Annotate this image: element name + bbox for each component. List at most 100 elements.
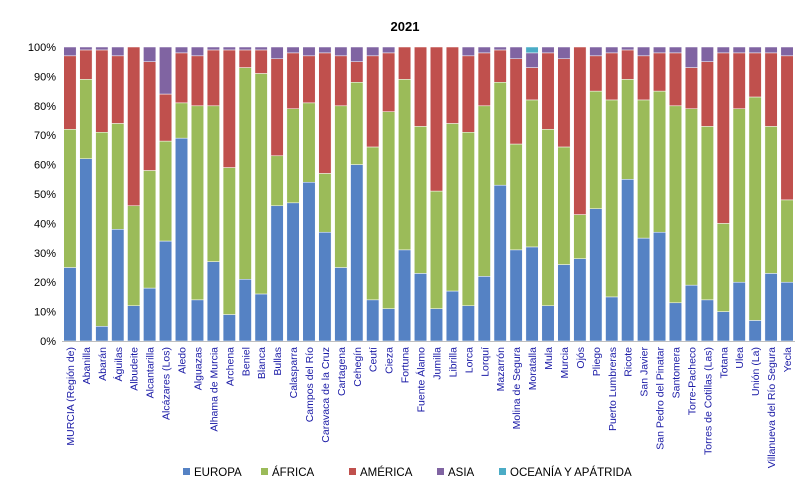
bar-segment — [143, 287, 157, 342]
bar-segment — [175, 102, 188, 139]
bar-segment — [589, 90, 603, 209]
x-tick-label: Aledo — [177, 347, 189, 374]
bar-segment — [477, 105, 491, 277]
bar-segment — [63, 46, 77, 57]
bar-segment — [669, 302, 682, 342]
bar-segment — [764, 52, 778, 127]
bar-segment — [493, 46, 507, 51]
bar-segment — [764, 126, 778, 274]
bar-segment — [748, 46, 762, 54]
bar-segment — [621, 49, 635, 80]
bar-segment — [716, 52, 730, 224]
bar-segment — [700, 61, 714, 127]
bar-segment — [621, 46, 635, 51]
y-tick-label: 40% — [34, 218, 56, 230]
bar-segment — [589, 208, 603, 342]
bar-segment — [318, 46, 332, 54]
x-tick-label: Cehegín — [352, 347, 364, 387]
bar-segment — [541, 52, 555, 130]
bar-segment — [175, 46, 188, 54]
bar-segment — [190, 46, 204, 57]
x-tick-label: Librilla — [447, 347, 459, 378]
bar-segment — [318, 52, 332, 174]
bar-segment — [525, 246, 539, 342]
bar-segment — [206, 105, 220, 262]
y-tick-label: 90% — [34, 71, 56, 83]
bar-segment — [653, 231, 667, 342]
y-tick-label: 30% — [34, 248, 56, 260]
x-tick-label: Archena — [224, 347, 236, 386]
bar-segment — [477, 276, 491, 342]
bar-segment — [732, 46, 746, 54]
legend-swatch — [437, 468, 444, 475]
bar-segment — [700, 299, 714, 342]
bar-segment — [477, 46, 491, 54]
bar-segment — [525, 67, 539, 101]
bar-segment — [238, 46, 252, 51]
bar-segment — [302, 102, 316, 183]
legend-swatch — [261, 468, 268, 475]
bar-segment — [621, 179, 635, 342]
bar-segment — [461, 46, 475, 57]
bar-segment — [238, 279, 252, 342]
bar-segment — [286, 52, 300, 109]
bar-segment — [382, 308, 396, 342]
x-tick-label: Alcázares (Los) — [161, 347, 173, 420]
bar-segment — [222, 167, 236, 315]
bar-segment — [653, 90, 667, 233]
y-tick-label: 80% — [34, 101, 56, 113]
bar-segment — [190, 299, 204, 342]
bar-segment — [111, 123, 125, 230]
bar-segment — [302, 181, 316, 342]
bar-segment — [111, 55, 125, 124]
x-tick-label: Cartagena — [336, 347, 348, 396]
bar-segment — [159, 46, 173, 95]
bar-segment — [430, 190, 443, 309]
bar-segment — [557, 264, 571, 342]
bar-segment — [79, 79, 93, 159]
bar-segment — [716, 223, 730, 312]
x-tick-label: Lorquí — [479, 347, 491, 377]
bar-segment — [414, 273, 427, 342]
bar-segment — [637, 237, 651, 342]
x-tick-label: Yecla — [782, 347, 794, 372]
bar-segment — [95, 132, 109, 327]
bar-segment — [573, 258, 587, 342]
bar-segment — [493, 49, 507, 83]
bar-segment — [254, 73, 268, 295]
bar-segment — [525, 46, 539, 54]
bar-segment — [302, 55, 316, 104]
bar-segment — [63, 129, 77, 268]
bar-segment — [334, 267, 348, 342]
bar-segment — [366, 146, 380, 301]
x-tick-label: Fortuna — [400, 347, 412, 383]
legend-swatch — [183, 468, 190, 475]
bar-segment — [493, 184, 507, 342]
bar-segment — [95, 46, 109, 51]
x-axis: MURCIA (Región de) Abanilla Abarán Águilas A… — [62, 341, 795, 468]
bar-segment — [669, 52, 682, 107]
bar-segment — [414, 126, 427, 274]
bar-segment — [541, 46, 555, 54]
bar-segment — [605, 52, 619, 101]
y-tick-label: 50% — [34, 189, 56, 201]
bar-segment — [286, 202, 300, 342]
bar-segment — [159, 93, 173, 142]
bar-segment — [222, 46, 236, 51]
bar-segment — [557, 146, 571, 265]
x-tick-label: Totana — [718, 347, 730, 379]
bar-segment — [605, 99, 619, 298]
bar-segment — [669, 105, 682, 304]
bar-segment — [573, 46, 587, 215]
bar-segment — [95, 326, 109, 342]
bar-segment — [350, 164, 364, 342]
bar-segment — [206, 261, 220, 342]
bar-segment — [445, 123, 459, 292]
x-tick-label: MURCIA (Región de) — [65, 347, 77, 446]
bar-segment — [716, 311, 730, 342]
y-tick-label: 20% — [34, 277, 56, 289]
bar-segment — [732, 281, 746, 342]
x-tick-label: Abanilla — [81, 347, 93, 385]
bar-segment — [382, 46, 396, 54]
